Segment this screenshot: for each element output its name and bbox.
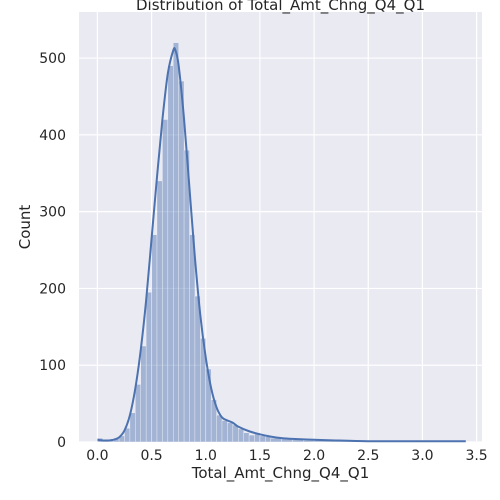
histogram-bar (183, 149, 190, 443)
y-tick-label: 500 (39, 51, 66, 67)
histogram-bar (140, 345, 147, 443)
histogram-bar (259, 435, 266, 443)
x-tick-label: 3.0 (411, 448, 433, 464)
histogram-bar (216, 414, 223, 443)
histogram-bar (162, 119, 169, 443)
histogram-bar (227, 422, 234, 443)
y-tick-label: 0 (57, 435, 66, 451)
y-tick-label: 100 (39, 358, 66, 374)
x-tick-label: 0.0 (86, 448, 108, 464)
histogram-bar (167, 65, 174, 443)
histogram-bar (194, 295, 201, 443)
histogram-bar (173, 42, 179, 443)
y-tick-label: 300 (39, 205, 66, 221)
x-tick-label: 1.5 (249, 448, 271, 464)
histogram-bars (97, 42, 466, 443)
y-tick-label: 400 (39, 128, 66, 144)
x-tick-label: 2.5 (357, 448, 379, 464)
x-tick-labels: 0.0 0.5 1.0 1.5 2.0 2.5 3.0 3.5 (86, 448, 487, 464)
x-tick-label: 3.5 (465, 448, 487, 464)
plot-area (79, 12, 482, 442)
histogram-bar (243, 432, 250, 443)
histogram-bar (221, 420, 228, 443)
histogram-bar (129, 412, 136, 443)
histogram-bar (232, 424, 239, 443)
y-tick-labels: 0 100 200 300 400 500 (39, 51, 66, 451)
histogram-bar (238, 428, 244, 443)
x-gridlines (96, 12, 478, 442)
histogram-bar (178, 80, 185, 443)
histogram-bar (248, 434, 255, 443)
chart-title: Distribution of Total_Amt_Chng_Q4_Q1 (136, 0, 425, 15)
histogram-bar (151, 234, 158, 443)
x-tick-label: 0.5 (140, 448, 162, 464)
x-tick-label: 1.0 (195, 448, 217, 464)
kde-line (97, 46, 466, 443)
x-tick-label: 2.0 (303, 448, 325, 464)
y-tick-label: 200 (39, 281, 66, 297)
x-axis-label: Total_Amt_Chng_Q4_Q1 (191, 464, 370, 483)
histogram-bar (156, 180, 163, 443)
histogram-bar (135, 384, 141, 443)
histogram-bar (189, 234, 196, 443)
histogram-bar (303, 440, 315, 443)
y-axis-label: Count (16, 205, 34, 250)
histogram-bar (145, 292, 152, 443)
